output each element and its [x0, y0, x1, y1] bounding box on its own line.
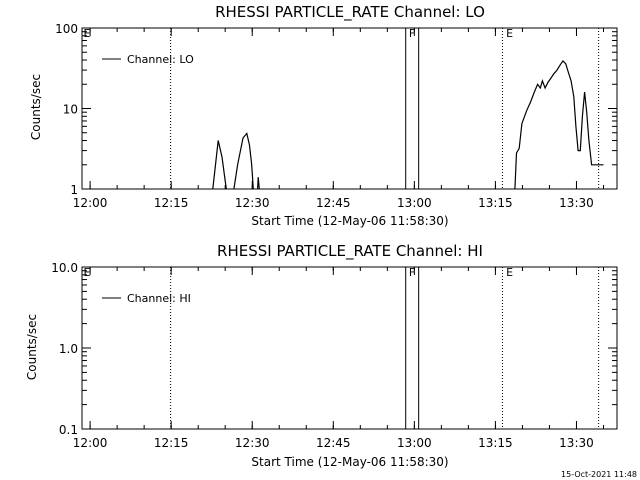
lo-flag-label: E [506, 27, 513, 40]
lo-x-tick-label: 13:00 [397, 196, 432, 210]
lo-y-tick-label: 1 [70, 183, 78, 197]
lo-x-tick-label: 12:30 [235, 196, 270, 210]
hi-x-tick-label: 12:00 [73, 436, 108, 450]
hi-channel-panel: RHESSI PARTICLE_RATE Channel: HI Counts/… [25, 242, 618, 469]
lo-x-tick-label: 12:00 [73, 196, 108, 210]
lo-x-axis-label: Start Time (12-May-06 11:58:30) [251, 214, 448, 228]
hi-y-tick-label: 1.0 [59, 342, 78, 356]
lo-x-tick-label: 12:15 [154, 196, 189, 210]
hi-x-tick-label: 13:00 [397, 436, 432, 450]
hi-y-axis-label: Counts/sec [25, 314, 39, 380]
lo-series-line [514, 59, 604, 190]
hi-flag-label: F [409, 266, 415, 279]
hi-y-tick-label: 0.1 [59, 423, 78, 437]
lo-y-axis-label: Counts/sec [29, 74, 43, 140]
lo-series-line [212, 140, 227, 190]
hi-x-tick-label: 13:15 [478, 436, 513, 450]
hi-flag-label: E [84, 266, 91, 279]
lo-x-tick-label: 13:15 [478, 196, 513, 210]
lo-series-line [257, 177, 260, 190]
hi-x-tick-label: 12:30 [235, 436, 270, 450]
hi-x-axis-label: Start Time (12-May-06 11:58:30) [251, 455, 448, 469]
hi-flag-label: E [506, 266, 513, 279]
lo-x-tick-label: 12:45 [316, 196, 351, 210]
lo-channel-panel: RHESSI PARTICLE_RATE Channel: LO Counts/… [29, 3, 618, 228]
lo-flag-label: E [84, 27, 91, 40]
lo-chart-title: RHESSI PARTICLE_RATE Channel: LO [215, 3, 485, 22]
lo-y-tick-label: 100 [55, 22, 78, 36]
hi-chart-title: RHESSI PARTICLE_RATE Channel: HI [217, 242, 483, 261]
hi-x-tick-label: 12:15 [154, 436, 189, 450]
lo-series-line [233, 132, 254, 190]
lo-x-tick-label: 13:30 [559, 196, 594, 210]
lo-legend-label: Channel: LO [127, 53, 194, 66]
lo-flag-label: F [409, 27, 415, 40]
hi-legend-label: Channel: HI [127, 292, 191, 305]
hi-y-tick-label: 10.0 [51, 261, 78, 275]
lo-y-tick-label: 10 [63, 103, 78, 117]
hi-x-tick-label: 13:30 [559, 436, 594, 450]
timestamp-footer: 15-Oct-2021 11:48 [561, 470, 637, 479]
hi-x-tick-label: 12:45 [316, 436, 351, 450]
